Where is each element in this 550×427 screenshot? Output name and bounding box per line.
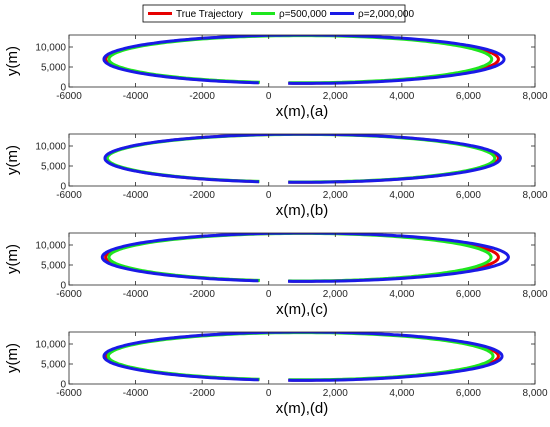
subplots: -6000 -4000 -2000 0 2,000 4,000 6,000 8,000 0 5,0… xyxy=(4,34,548,417)
y-tick-label-b: 5,000 xyxy=(41,162,66,173)
y-axis-label-a: y(m) xyxy=(4,46,21,76)
x-tick-label-c: -2000 xyxy=(189,289,215,300)
subplot-d: -6000 -4000 -2000 0 2,000 4,000 6,000 8,000 0 5,0… xyxy=(4,331,548,417)
x-tick-label-d: 6,000 xyxy=(456,388,481,399)
x-tick-label-d: 4,000 xyxy=(389,388,414,399)
y-tick-label-d: 5,000 xyxy=(41,360,66,371)
x-tick-label-c: 0 xyxy=(266,289,272,300)
x-tick-label-a: 8,000 xyxy=(522,91,547,102)
x-tick-label-d: 8,000 xyxy=(522,388,547,399)
x-axis-label-c: x(m),(c) xyxy=(276,301,328,318)
axes-box-b xyxy=(68,133,536,187)
y-tick-label-a: 5,000 xyxy=(41,63,66,74)
x-tick-label-c: 8,000 xyxy=(522,289,547,300)
x-tick-label-d: -6000 xyxy=(56,388,82,399)
y-tick-label-a: 10,000 xyxy=(35,43,66,54)
x-tick-label-c: -4000 xyxy=(123,289,149,300)
x-tick-label-d: 2,000 xyxy=(323,388,348,399)
x-axis-label-a: x(m),(a) xyxy=(276,103,329,120)
legend-label-rho500k: ρ=500,000 xyxy=(279,9,327,20)
axes-box-c xyxy=(68,232,536,286)
y-tick-label-d: 0 xyxy=(60,380,66,391)
x-tick-label-a: 0 xyxy=(266,91,272,102)
y-axis-label-d: y(m) xyxy=(4,343,21,373)
subplot-b: -6000 -4000 -2000 0 2,000 4,000 6,000 8,000 0 5,0… xyxy=(4,133,548,219)
x-tick-label-a: 2,000 xyxy=(323,91,348,102)
axes-box-a xyxy=(68,34,536,88)
x-tick-label-b: 0 xyxy=(266,190,272,201)
x-tick-label-b: -4000 xyxy=(123,190,149,201)
y-tick-label-c: 10,000 xyxy=(35,241,66,252)
subplot-c: -6000 -4000 -2000 0 2,000 4,000 6,000 8,000 0 5,0… xyxy=(4,232,548,318)
legend: True Trajectory ρ=500,000 ρ=2,000,000 xyxy=(142,4,414,23)
y-tick-label-a: 0 xyxy=(60,83,66,94)
y-tick-label-c: 0 xyxy=(60,281,66,292)
x-tick-label-d: 0 xyxy=(266,388,272,399)
x-tick-label-c: -6000 xyxy=(56,289,82,300)
series-line-rho2m-d xyxy=(102,332,504,382)
legend-label-true: True Trajectory xyxy=(176,9,243,20)
y-tick-label-d: 10,000 xyxy=(35,340,66,351)
x-axis-label-b: x(m),(b) xyxy=(276,202,329,219)
y-tick-label-b: 10,000 xyxy=(35,142,66,153)
x-tick-label-a: 6,000 xyxy=(456,91,481,102)
y-tick-label-b: 0 xyxy=(60,182,66,193)
subplot-a: -6000 -4000 -2000 0 2,000 4,000 6,000 8,000 0 5,0… xyxy=(4,34,548,120)
x-tick-label-c: 2,000 xyxy=(323,289,348,300)
series-line-rho2m-b xyxy=(103,134,502,184)
x-tick-label-a: -4000 xyxy=(123,91,149,102)
x-tick-label-d: -2000 xyxy=(189,388,215,399)
x-tick-label-b: 4,000 xyxy=(389,190,414,201)
y-axis-label-c: y(m) xyxy=(4,244,21,274)
legend-label-rho2m: ρ=2,000,000 xyxy=(358,9,414,20)
x-tick-label-b: -2000 xyxy=(189,190,215,201)
x-tick-label-c: 6,000 xyxy=(456,289,481,300)
x-tick-label-b: 6,000 xyxy=(456,190,481,201)
x-tick-label-c: 4,000 xyxy=(389,289,414,300)
series-line-rho2m-c xyxy=(100,233,510,283)
x-tick-label-b: 2,000 xyxy=(323,190,348,201)
y-axis-label-b: y(m) xyxy=(4,145,21,175)
x-tick-label-b: 8,000 xyxy=(522,190,547,201)
x-tick-label-b: -6000 xyxy=(56,190,82,201)
y-tick-label-c: 5,000 xyxy=(41,261,66,272)
x-tick-label-a: 4,000 xyxy=(389,91,414,102)
x-tick-label-d: -4000 xyxy=(123,388,149,399)
axes-box-d xyxy=(68,331,536,385)
x-tick-label-a: -6000 xyxy=(56,91,82,102)
series-line-rho2m-a xyxy=(102,35,506,85)
x-axis-label-d: x(m),(d) xyxy=(276,400,329,417)
x-tick-label-a: -2000 xyxy=(189,91,215,102)
